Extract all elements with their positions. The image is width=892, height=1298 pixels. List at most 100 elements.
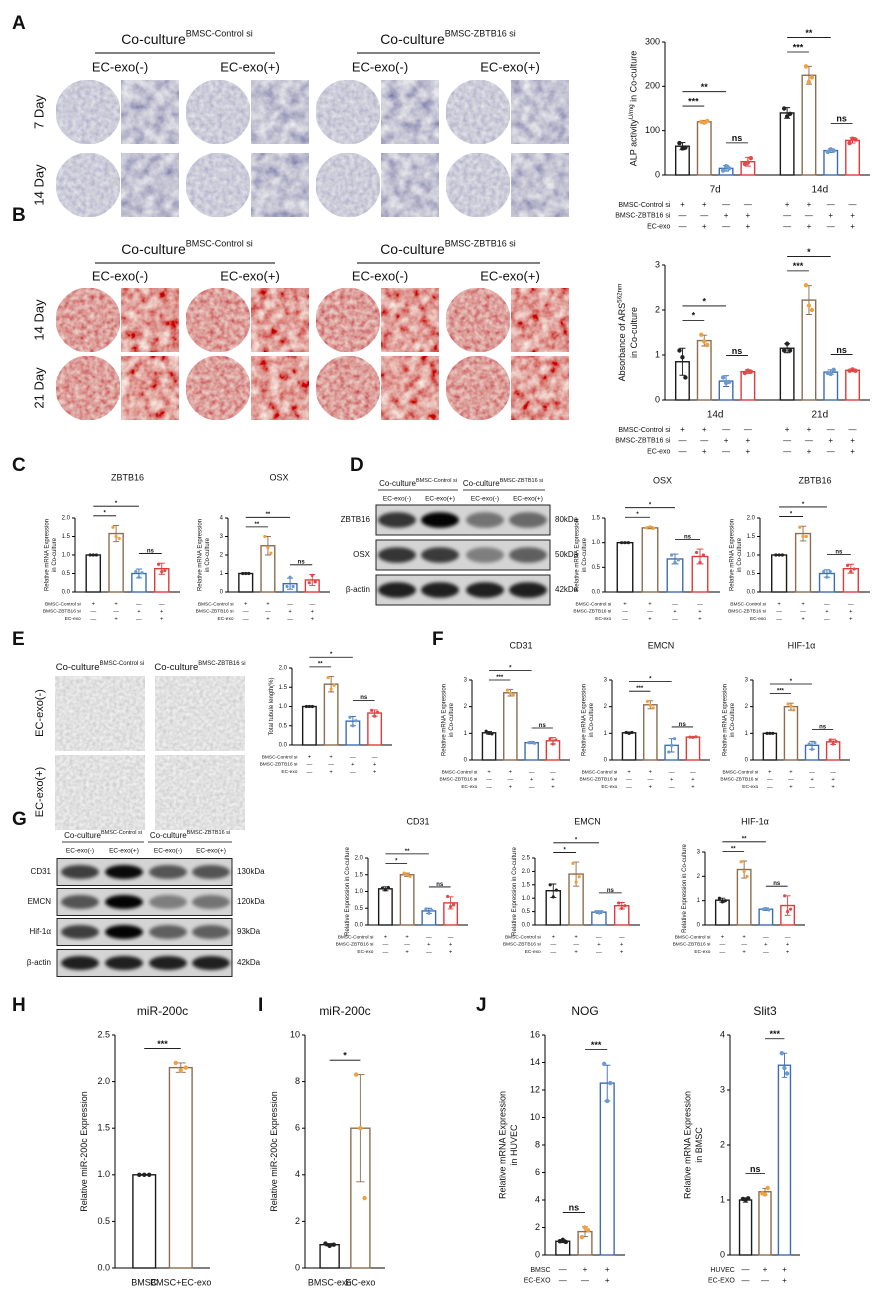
treatment-sign: + (789, 770, 793, 776)
data-point (702, 339, 707, 344)
bar (85, 554, 102, 593)
group-label: 14d (707, 410, 724, 421)
y-tick-label: 0.5 (355, 906, 364, 912)
treatment-sign: — (626, 784, 632, 790)
data-point (809, 307, 815, 313)
bar (714, 899, 730, 926)
treatment-sign: + (509, 770, 513, 776)
bar (641, 527, 659, 593)
data-point (487, 731, 491, 735)
data-point (765, 1185, 770, 1191)
panel-letter: H (12, 995, 26, 1016)
culture-well (185, 355, 251, 421)
treatment-label: BMSC-Control si (576, 601, 612, 607)
row-label: EC-exo(-) (34, 689, 46, 737)
significance-label: ns (836, 114, 847, 124)
data-point (137, 575, 141, 579)
treatment-sign: + (308, 755, 312, 761)
data-point (784, 114, 790, 119)
treatment-sign: + (680, 200, 685, 209)
bar (758, 908, 774, 926)
header-main: Co-culture (380, 241, 445, 257)
treatment-sign: + (329, 769, 333, 775)
treatment-sign: + (311, 616, 315, 622)
y-axis-label: in Co-culture (205, 537, 211, 572)
y-tick-label: 1 (697, 898, 701, 904)
significance-label: * (104, 511, 107, 517)
data-point (332, 683, 336, 687)
data-point (852, 567, 856, 571)
culture-well (445, 355, 511, 421)
panel-letter: C (12, 455, 26, 476)
y-axis-label: Relative mRNA Expression (723, 684, 729, 756)
data-point (585, 1228, 591, 1233)
data-point (705, 342, 710, 348)
data-point (600, 910, 604, 914)
panel-letter: G (12, 809, 27, 830)
tube-image (155, 676, 245, 751)
y-tick-label: 1.0 (62, 553, 71, 559)
treatment-label: EC-exo (742, 784, 758, 790)
y-tick-label: 0 (720, 1249, 725, 1259)
data-point (505, 688, 510, 692)
data-point (114, 534, 118, 539)
treatment-sign: — (619, 935, 625, 941)
blot-band (61, 864, 99, 880)
significance-label: ** (254, 522, 259, 528)
culture-well (445, 287, 511, 353)
data-point (430, 908, 434, 912)
treatment-sign: — (159, 602, 165, 608)
treatment-sign: — (788, 777, 794, 783)
treatment-sign: + (698, 616, 702, 622)
treatment-sign: — (849, 200, 857, 209)
y-axis-label-part: Absorbance of ARS (618, 303, 628, 382)
treatment-label: BMSC-Control si (582, 769, 618, 775)
header: Co-cultureBMSC-ZBTB16 si (154, 661, 245, 673)
data-point (828, 738, 832, 742)
treatment-sign: + (746, 436, 751, 445)
data-point (723, 899, 727, 903)
blot-band (509, 582, 547, 598)
treatment-sign: — (767, 784, 773, 790)
treatment-sign: + (746, 211, 751, 220)
significance-label: ** (266, 512, 271, 518)
y-tick-label: 2 (220, 553, 224, 559)
y-tick-label: 10 (530, 1112, 540, 1122)
data-point (822, 570, 826, 574)
culture-zoom (251, 153, 309, 217)
culture-zoom (251, 288, 309, 352)
data-point (137, 1172, 142, 1178)
band-label: CD31 (31, 867, 52, 876)
y-tick-label: 4 (535, 1194, 540, 1204)
data-point (362, 1195, 367, 1201)
y-axis-label: Relative Expression in Co-culture (345, 846, 351, 935)
y-tick-label: 1.0 (279, 704, 288, 710)
treatment-sign: — (243, 609, 249, 615)
data-point (683, 145, 688, 150)
significance-label: ** (742, 837, 747, 843)
treatment-label: BMSC-ZBTB16 si (673, 942, 711, 948)
significance-label: ns (569, 1203, 580, 1213)
treatment-label: BMSC-Control si (618, 202, 671, 209)
column-label: EC-exo(-) (92, 59, 148, 74)
data-point (446, 894, 450, 899)
data-point (834, 739, 838, 743)
data-point (530, 740, 534, 745)
data-point (117, 536, 121, 540)
treatment-sign: — (809, 784, 815, 790)
treatment-sign: + (850, 211, 855, 220)
data-point (672, 737, 677, 741)
data-point (142, 1172, 147, 1178)
data-point (327, 1243, 332, 1249)
data-point (667, 750, 671, 754)
data-point (313, 580, 317, 584)
treatment-sign: — (722, 425, 730, 434)
data-point (787, 111, 793, 117)
data-point (563, 1239, 569, 1245)
data-point (527, 741, 531, 745)
header-main: Co-culture (379, 479, 416, 488)
column-label: EC-exo(+) (109, 848, 139, 855)
treatment-sign: — (742, 1276, 750, 1285)
data-point (764, 906, 768, 911)
y-axis-label: Relative miR-200c Expression (79, 1091, 89, 1212)
